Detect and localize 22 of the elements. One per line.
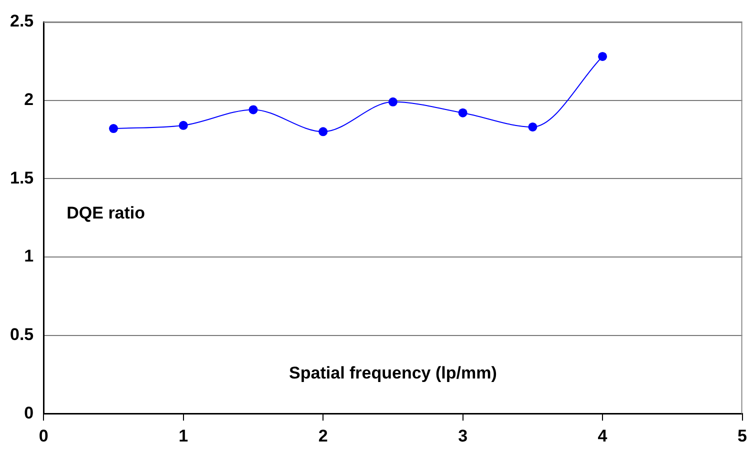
point <box>108 124 118 134</box>
point <box>388 97 398 106</box>
y-axis-title: DQE ratio <box>66 204 146 223</box>
point <box>178 120 188 130</box>
y-tick-label: 0.5 <box>10 324 34 344</box>
y-tick-label: 2 <box>24 90 34 110</box>
point <box>528 122 538 132</box>
x-tick-label: 3 <box>458 426 468 446</box>
point <box>318 127 328 136</box>
x-tick-label: 0 <box>38 426 48 446</box>
x-tick-label: 4 <box>598 426 608 446</box>
x-tick-label: 2 <box>318 426 328 446</box>
x-tick-label: 5 <box>738 426 748 446</box>
point <box>248 105 258 114</box>
point <box>458 108 468 118</box>
y-tick-label: 1 <box>24 246 34 266</box>
x-axis-title: Spatial frequency (lp/mm) <box>289 364 497 383</box>
y-tick-label: 1.5 <box>10 168 34 188</box>
x-tick-label: 1 <box>178 426 188 446</box>
y-tick-label: 0 <box>24 403 34 422</box>
point <box>598 52 608 61</box>
y-tick-label: 2.5 <box>10 12 34 31</box>
